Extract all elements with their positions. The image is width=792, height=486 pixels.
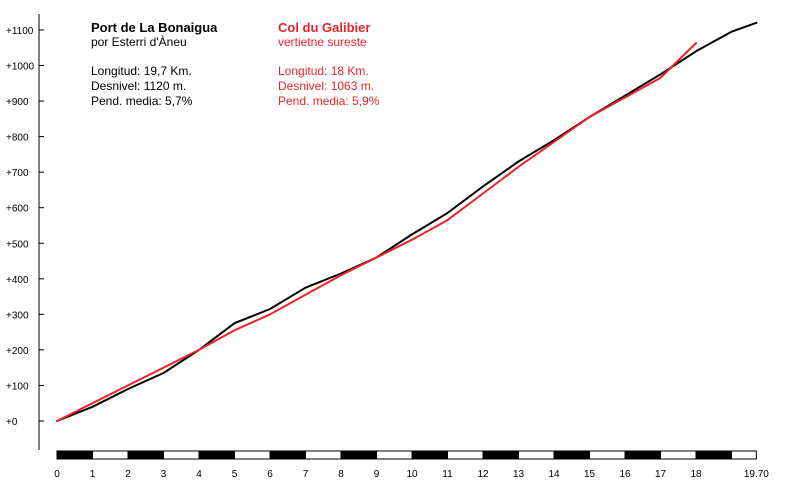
stat-elevation-gain: Desnivel: 1063 m.	[278, 79, 375, 93]
x-axis-segment	[624, 450, 661, 460]
x-axis-segment	[553, 450, 590, 460]
series-subtitle: vertietne sureste	[278, 35, 367, 49]
stat-length: Longitud: 19,7 Km.	[91, 64, 192, 78]
x-tick-label: 14	[548, 469, 560, 480]
y-tick-label: +800	[6, 133, 29, 144]
x-axis-segment	[695, 450, 732, 460]
x-tick-label: 2	[125, 469, 131, 480]
series-lines	[56, 21, 758, 422]
y-tick-label: +900	[6, 97, 29, 108]
y-tick-label: +400	[6, 275, 29, 286]
x-axis-segment	[660, 450, 697, 460]
x-tick-label: 10	[406, 469, 418, 480]
stat-avg-grade: Pend. media: 5,9%	[278, 94, 380, 108]
x-tick-label: 5	[232, 469, 238, 480]
legend-series-galibier: Col du Galibier vertietne sureste Longit…	[278, 20, 379, 109]
x-axis: 0 1 2 3 4 5 6 7 8 9 10 11 12 13 14 15 16 17 18 19.70	[54, 450, 769, 480]
y-tick-label: +300	[6, 310, 29, 321]
x-axis-segment	[589, 450, 626, 460]
x-tick-label: 7	[303, 469, 309, 480]
y-tick-label: +700	[6, 168, 29, 179]
x-tick-label: 13	[513, 469, 525, 480]
x-tick-label: 18	[690, 469, 702, 480]
x-axis-segment	[518, 450, 555, 460]
x-tick-label: 6	[267, 469, 273, 480]
x-tick-label: 0	[54, 469, 60, 480]
y-tick-label: +1000	[6, 62, 35, 73]
x-tick-label: 17	[655, 469, 667, 480]
x-axis-segment	[376, 450, 413, 460]
y-tick-label: +600	[6, 204, 29, 215]
series-title: Port de La Bonaigua	[91, 20, 218, 35]
x-axis-segment	[163, 450, 200, 460]
x-tick-label: 9	[374, 469, 380, 480]
x-axis-segment	[269, 450, 306, 460]
legend-series-bonaigua: Port de La Bonaigua por Esterri d'Àneu L…	[91, 20, 217, 109]
x-tick-label: 19.70	[744, 469, 769, 480]
stat-elevation-gain: Desnivel: 1120 m.	[91, 79, 187, 93]
x-axis-segment	[198, 450, 235, 460]
series-subtitle: por Esterri d'Àneu	[91, 35, 187, 49]
x-axis-segment	[447, 450, 484, 460]
x-axis-segment	[56, 450, 93, 460]
x-axis-segment	[482, 450, 519, 460]
x-tick-label: 11	[442, 469, 453, 480]
x-tick-label: 15	[584, 469, 596, 480]
stat-avg-grade: Pend. media: 5,7%	[91, 94, 193, 108]
x-axis-segment	[127, 450, 164, 460]
x-axis-segment	[731, 450, 757, 460]
x-tick-label: 16	[619, 469, 631, 480]
y-tick-label: +100	[6, 381, 29, 392]
x-axis-segment	[234, 450, 271, 460]
x-tick-label: 3	[161, 469, 167, 480]
series-line-bonaigua	[56, 21, 758, 422]
x-axis-segment	[305, 450, 342, 460]
x-tick-label: 8	[338, 469, 344, 480]
x-axis-segment	[92, 450, 129, 460]
x-axis-segment	[411, 450, 448, 460]
y-tick-label: +200	[6, 346, 29, 357]
x-axis-segment	[340, 450, 377, 460]
y-axis: +0 +100 +200 +300 +400 +500 +600 +700 +800 +900 +1…	[6, 14, 44, 450]
stat-length: Longitud: 18 Km.	[278, 64, 369, 78]
x-tick-label: 1	[90, 469, 96, 480]
y-tick-label: +500	[6, 239, 29, 250]
series-title: Col du Galibier	[278, 20, 371, 35]
x-tick-label: 12	[477, 469, 489, 480]
y-tick-label: +0	[6, 417, 18, 428]
y-tick-label: +1100	[6, 26, 34, 37]
x-tick-label: 4	[196, 469, 202, 480]
series-line-galibier	[56, 42, 697, 422]
